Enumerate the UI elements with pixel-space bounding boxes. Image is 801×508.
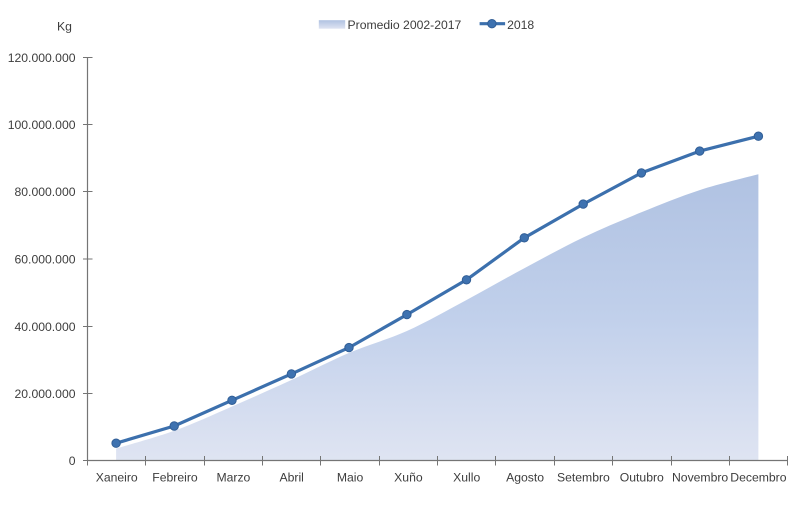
svg-text:40.000.000: 40.000.000	[15, 320, 76, 334]
svg-text:0: 0	[69, 454, 76, 468]
svg-text:Novembro: Novembro	[672, 471, 728, 485]
svg-text:60.000.000: 60.000.000	[15, 252, 76, 266]
svg-text:Agosto: Agosto	[506, 471, 544, 485]
svg-text:Maio: Maio	[337, 471, 364, 485]
svg-text:Promedio 2002-2017: Promedio 2002-2017	[348, 18, 462, 32]
svg-text:Febreiro: Febreiro	[152, 471, 198, 485]
svg-text:100.000.000: 100.000.000	[8, 118, 76, 132]
svg-text:80.000.000: 80.000.000	[15, 185, 76, 199]
svg-text:20.000.000: 20.000.000	[15, 387, 76, 401]
svg-text:Xuño: Xuño	[394, 471, 423, 485]
svg-text:120.000.000: 120.000.000	[8, 51, 76, 65]
svg-text:Abril: Abril	[280, 471, 304, 485]
svg-text:Outubro: Outubro	[620, 471, 664, 485]
svg-text:2018: 2018	[507, 18, 534, 32]
svg-text:Kg: Kg	[57, 20, 72, 34]
svg-text:Xaneiro: Xaneiro	[96, 471, 138, 485]
svg-text:Xullo: Xullo	[453, 471, 480, 485]
svg-text:Decembro: Decembro	[730, 471, 786, 485]
svg-text:Marzo: Marzo	[216, 471, 250, 485]
svg-text:Setembro: Setembro	[557, 471, 610, 485]
